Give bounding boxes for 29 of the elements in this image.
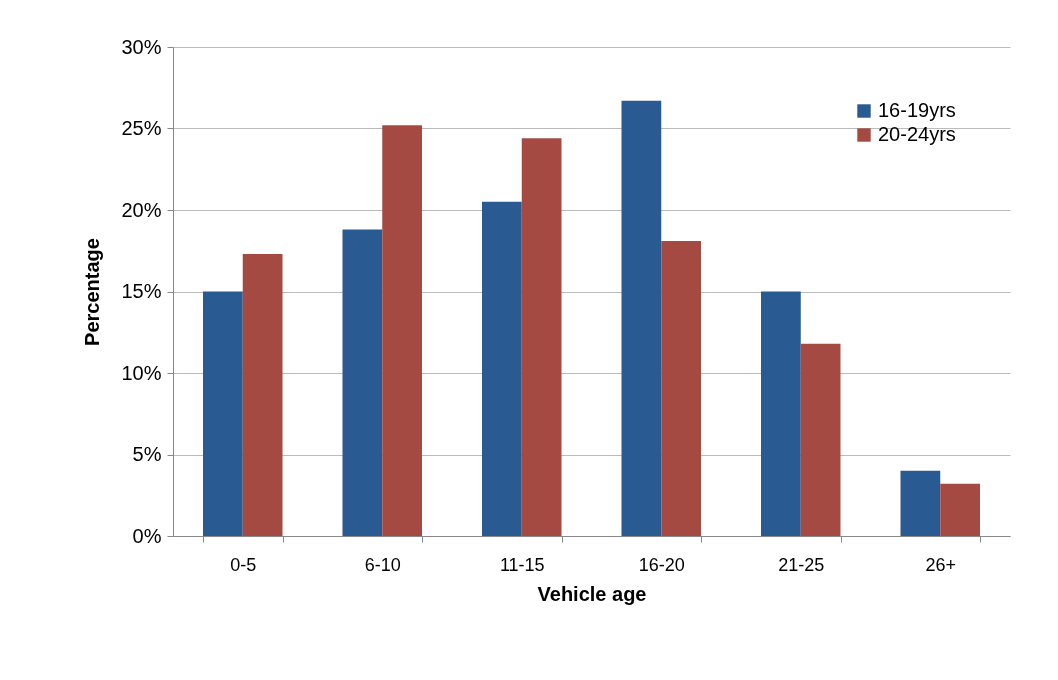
bar: [382, 125, 423, 536]
bar: [521, 138, 562, 536]
x-tick-label: 16-20: [638, 554, 685, 575]
bar: [940, 483, 981, 536]
bar: [481, 201, 522, 536]
bar: [202, 291, 243, 536]
y-tick-label: 30%: [121, 35, 162, 58]
bar: [800, 343, 841, 536]
legend-label: 20-24yrs: [878, 123, 956, 145]
y-tick-label: 15%: [121, 280, 162, 302]
legend-label: 16-19yrs: [878, 99, 956, 121]
x-axis-title: Vehicle age: [537, 582, 647, 605]
y-tick-label: 5%: [132, 443, 162, 465]
x-tick-label: 6-10: [364, 554, 401, 575]
y-axis-title: Percentage: [81, 238, 104, 346]
x-tick-label: 26+: [925, 554, 957, 575]
y-tick-label: 0%: [132, 524, 162, 547]
y-tick-label: 10%: [121, 361, 162, 384]
bar: [342, 229, 383, 536]
bar: [242, 254, 283, 536]
bar: [900, 470, 941, 536]
bar: [661, 240, 702, 536]
y-tick-label: 25%: [121, 117, 162, 139]
x-tick-label: 11-15: [499, 554, 545, 575]
bar: [621, 100, 662, 536]
x-tick-label: 0-5: [230, 554, 257, 575]
x-tick-label: 21-25: [778, 554, 825, 575]
bar: [760, 291, 801, 536]
y-tick-label: 20%: [121, 198, 162, 221]
